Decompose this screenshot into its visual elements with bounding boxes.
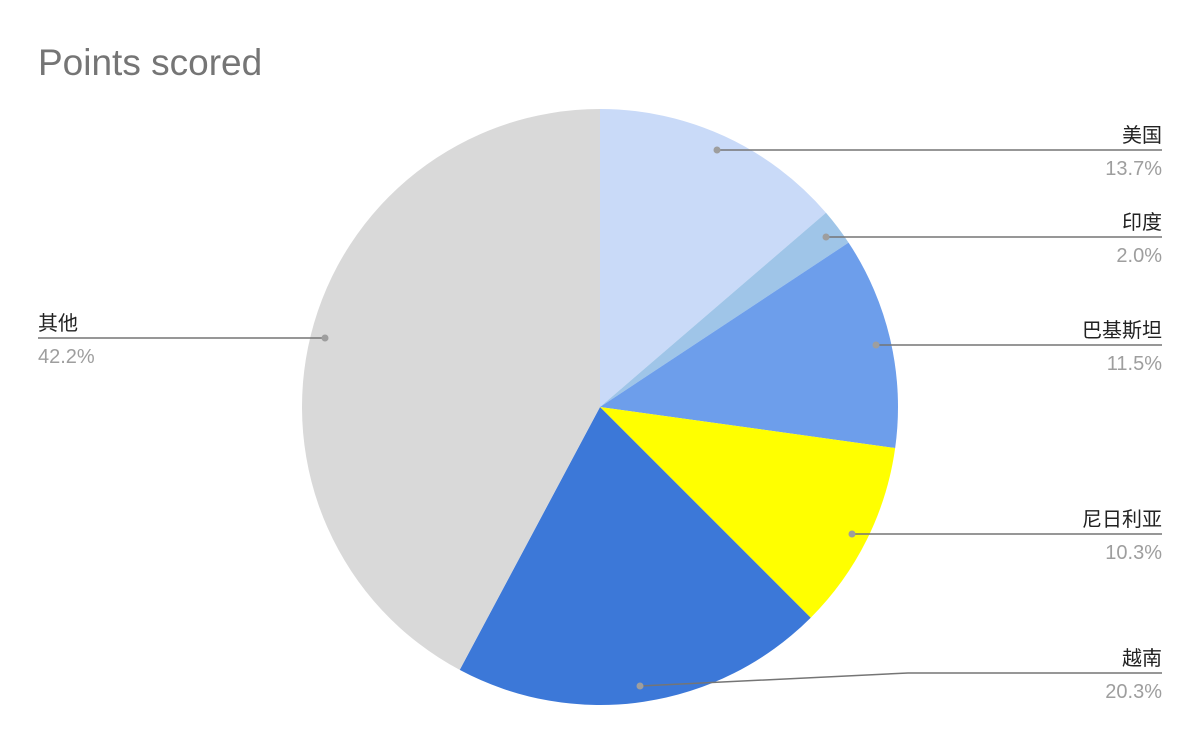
pie-slice-4: [600, 407, 896, 618]
leader-dot: [848, 530, 856, 538]
pie-slice-1: [600, 109, 826, 407]
slice-percent: 10.3%: [1105, 542, 1162, 564]
slice-label: 其他: [38, 312, 78, 335]
leader-dot: [321, 334, 329, 342]
slice-label: 美国: [1122, 124, 1162, 147]
pie-slice-3: [600, 242, 898, 449]
pie-slice-6: [301, 109, 600, 670]
leader-dot: [872, 341, 880, 349]
slice-percent: 13.7%: [1105, 158, 1162, 180]
leader-dot: [636, 682, 644, 690]
slice-label: 巴基斯坦: [1082, 319, 1162, 342]
slice-percent: 42.2%: [38, 346, 95, 368]
slice-percent: 2.0%: [1116, 245, 1162, 267]
leader-line: [639, 672, 1162, 687]
slice-label: 越南: [1122, 647, 1162, 670]
slice-percent: 20.3%: [1105, 681, 1162, 703]
leader-dot: [822, 233, 830, 241]
slice-label: 印度: [1122, 211, 1162, 234]
slice-label: 尼日利亚: [1082, 508, 1162, 531]
slice-percent: 11.5%: [1107, 353, 1162, 375]
leader-dot: [713, 146, 721, 154]
chart-title: Points scored: [38, 42, 262, 83]
pie-slice-5: [459, 407, 811, 705]
pie-slice-2: [600, 212, 849, 407]
